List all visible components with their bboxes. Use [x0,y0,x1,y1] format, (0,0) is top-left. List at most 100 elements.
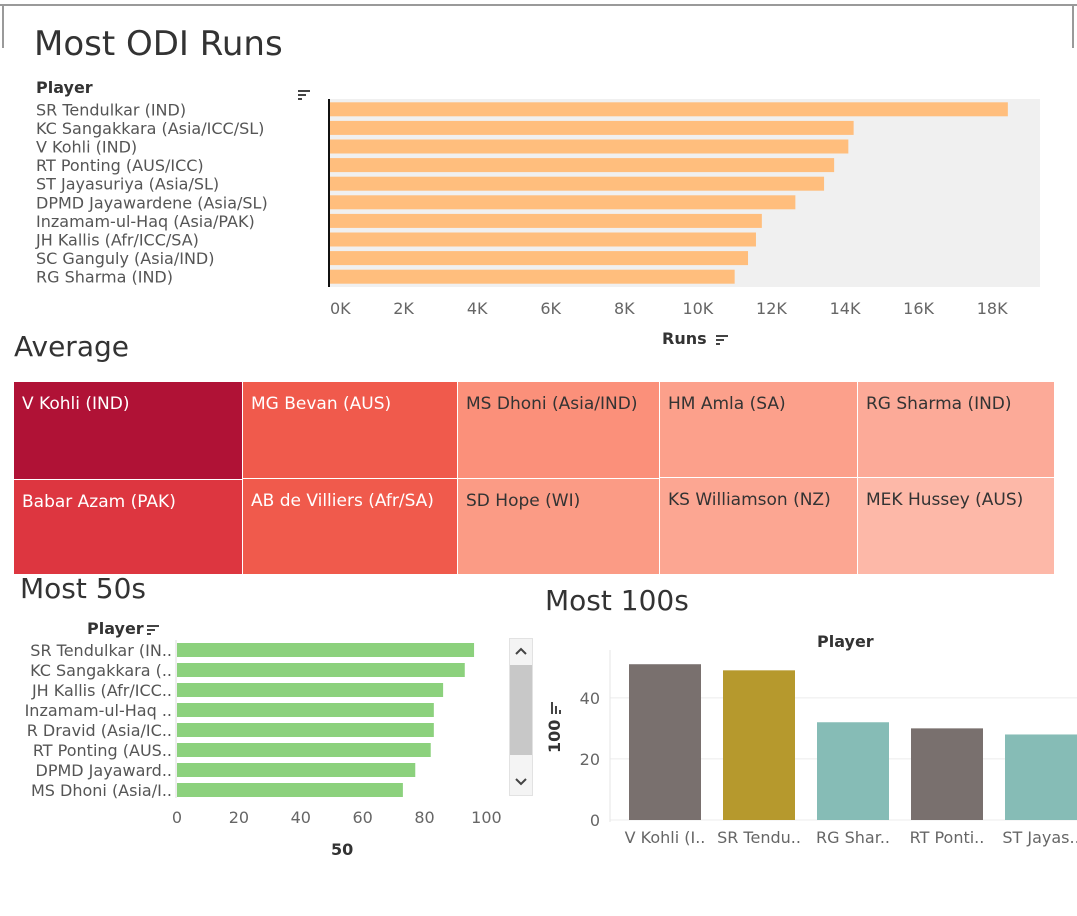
runs-tick-label: 8K [614,299,635,318]
runs-tick-label: 0K [330,299,351,318]
runs-tick-label: 14K [830,299,861,318]
runs-tick-label: 2K [393,299,414,318]
fifties-bar[interactable] [177,663,465,677]
runs-bar[interactable] [330,195,796,210]
runs-tick-label: 12K [756,299,787,318]
runs-player-label: RG Sharma (IND) [36,268,173,287]
fifties-tick-label: 40 [291,808,311,827]
dashboard-frame-top [0,4,1077,6]
fifties-player-label: Inzamam-ul-Haq .. [25,701,172,720]
runs-player-label: V Kohli (IND) [36,138,137,157]
fifties-axis-label: 50 [331,840,354,859]
fifties-player-label: MS Dhoni (Asia/I.. [31,781,172,800]
fifties-bar[interactable] [177,763,416,777]
fifties-scrollbar[interactable] [509,638,533,796]
runs-chart-title: Most ODI Runs [34,24,283,64]
hundreds-bar[interactable] [723,670,795,820]
treemap-cell-hussey[interactable]: MEK Hussey (AUS) [858,478,1054,574]
treemap-cell-williamson[interactable]: KS Williamson (NZ) [660,478,858,574]
fifties-tick-label: 0 [172,808,182,827]
hundreds-tick-label: 0 [590,811,600,830]
fifties-bar[interactable] [177,703,434,717]
treemap-cell-babar[interactable]: Babar Azam (PAK) [14,480,243,574]
fifties-tick-label: 80 [414,808,434,827]
runs-player-label: Inzamam-ul-Haq (Asia/PAK) [36,212,255,231]
hundreds-bar[interactable] [629,664,701,820]
chevron-down-icon[interactable] [515,777,527,787]
hundreds-title: Most 100s [545,584,689,617]
runs-bar[interactable] [330,158,835,173]
runs-bar-chart: SR Tendulkar (IND)KC Sangakkara (Asia/IC… [35,99,1040,318]
runs-axis-label: Runs [662,329,707,348]
hundreds-category-label: RG Shar.. [816,828,890,847]
fifties-player-label: Player [87,619,144,638]
runs-player-header: Player [36,78,93,97]
fifties-player-label: RT Ponting (AUS.. [33,741,172,760]
runs-player-label: DPMD Jayawardene (Asia/SL) [36,193,268,212]
fifties-player-label: DPMD Jayaward.. [36,761,173,780]
runs-player-label: ST Jayasuriya (Asia/SL) [36,175,219,194]
hundreds-bar[interactable] [911,728,983,820]
runs-bar[interactable] [330,176,825,191]
treemap-cell-devilliers[interactable]: AB de Villiers (Afr/SA) [243,479,458,574]
hundreds-category-label: ST Jayas.. [1002,828,1077,847]
runs-player-label: JH Kallis (Afr/ICC/SA) [35,231,199,250]
hundreds-bar[interactable] [1005,734,1077,820]
runs-player-label: SC Ganguly (Asia/IND) [36,249,214,268]
fifties-tick-label: 100 [471,808,502,827]
runs-bar[interactable] [330,213,762,228]
fifties-bar[interactable] [177,683,444,697]
treemap-cell-sharma[interactable]: RG Sharma (IND) [858,382,1054,478]
average-title: Average [14,330,129,363]
fifties-bar[interactable] [177,783,403,797]
fifties-bar[interactable] [177,723,434,737]
hundreds-category-label: V Kohli (I.. [625,828,706,847]
runs-axis-title[interactable]: Runs [662,329,729,348]
hundreds-category-label: SR Tendu.. [717,828,801,847]
fifties-player-label: JH Kallis (Afr/ICC.. [31,681,172,700]
fifties-bar-chart: SR Tendulkar (IN..KC Sangakkara (..JH Ka… [25,640,502,827]
runs-bar[interactable] [330,269,735,284]
runs-bar[interactable] [330,102,1008,117]
runs-player-sort-icon[interactable] [298,84,310,103]
fifties-player-label: SR Tendulkar (IN.. [30,641,172,660]
chevron-up-icon[interactable] [515,646,527,656]
runs-player-label: KC Sangakkara (Asia/ICC/SL) [36,119,264,138]
hundreds-axis-label: 100 [544,719,564,753]
runs-player-label: RT Ponting (AUS/ICC) [36,156,204,175]
fifties-player-header[interactable]: Player [87,619,159,638]
hundreds-sort-icon[interactable] [550,702,561,715]
treemap-cell-amla[interactable]: HM Amla (SA) [660,382,858,478]
fifties-sort-icon[interactable] [146,624,159,635]
treemap-cell-dhoni[interactable]: MS Dhoni (Asia/IND) [458,382,660,479]
hundreds-bar[interactable] [817,722,889,820]
runs-tick-label: 10K [682,299,713,318]
dashboard-frame-right [1072,4,1074,48]
treemap-cell-bevan[interactable]: MG Bevan (AUS) [243,382,458,479]
runs-bar[interactable] [330,232,756,247]
fifties-tick-label: 20 [229,808,249,827]
fifties-player-label: R Dravid (Asia/IC.. [27,721,172,740]
fifties-bar[interactable] [177,743,431,757]
treemap-cell-hope[interactable]: SD Hope (WI) [458,479,660,574]
hundreds-tick-label: 20 [580,750,600,769]
runs-bar[interactable] [330,251,749,266]
hundreds-tick-label: 40 [580,689,600,708]
hundreds-player-header: Player [817,632,874,651]
hundreds-category-label: RT Ponti.. [910,828,985,847]
runs-tick-label: 4K [467,299,488,318]
runs-sort-icon[interactable] [716,334,729,345]
runs-bar[interactable] [330,139,849,154]
treemap-cell-kohli[interactable]: V Kohli (IND) [14,382,243,480]
runs-bar[interactable] [330,120,854,135]
runs-tick-label: 6K [540,299,561,318]
runs-tick-label: 16K [903,299,934,318]
runs-tick-label: 18K [977,299,1008,318]
average-treemap: V Kohli (IND) Babar Azam (PAK) MG Bevan … [14,382,1054,574]
runs-player-label: SR Tendulkar (IND) [36,100,186,119]
fifties-bar[interactable] [177,643,475,657]
fifties-title: Most 50s [20,572,146,605]
fifties-scroll-thumb[interactable] [510,665,532,755]
fifties-tick-label: 60 [352,808,372,827]
fifties-player-label: KC Sangakkara (.. [30,661,172,680]
